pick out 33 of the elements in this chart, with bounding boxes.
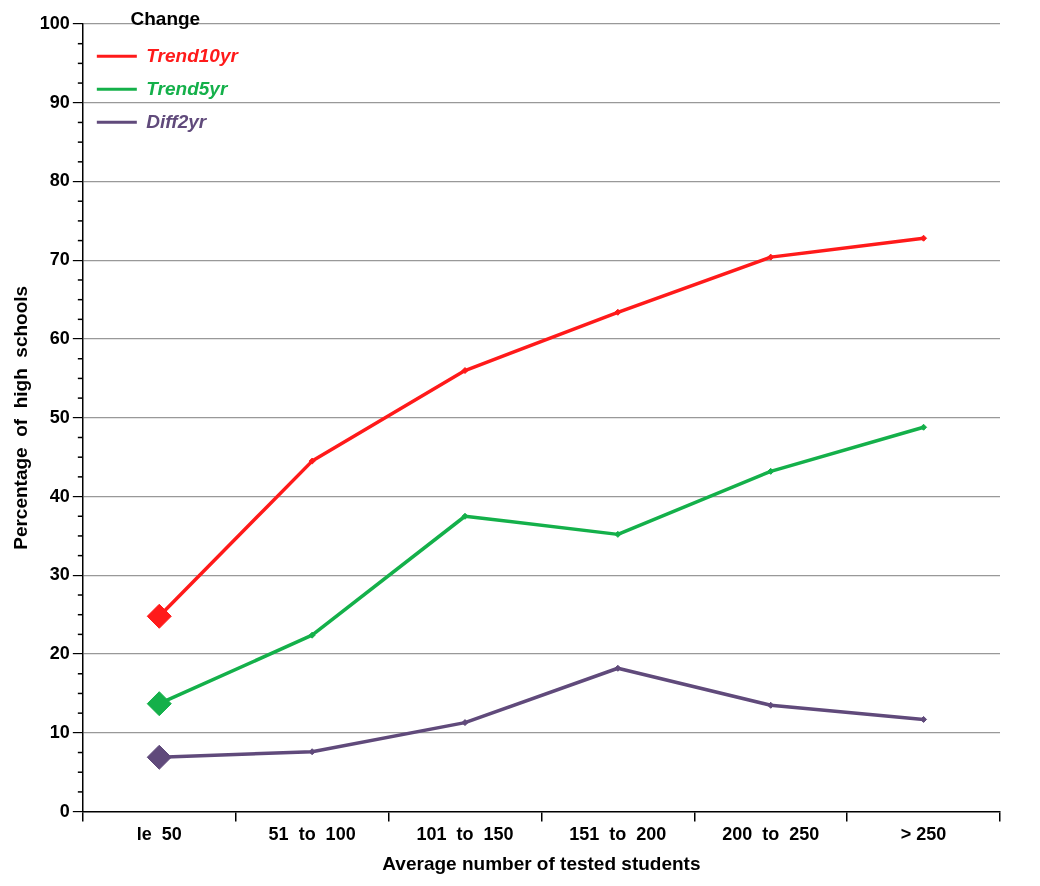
legend-label: Trend10yr — [146, 44, 240, 66]
y-tick-label: 10 — [49, 721, 70, 742]
x-tick-label: 51 to 100 — [268, 824, 356, 845]
point — [308, 631, 316, 639]
y-tick-label: 70 — [49, 249, 70, 270]
y-tick-label: 80 — [49, 170, 70, 191]
y-tick-label: 20 — [49, 643, 70, 664]
x-tick-label: > 250 — [900, 824, 947, 845]
y-tick-label: 90 — [49, 91, 70, 112]
point — [614, 308, 622, 316]
point — [767, 467, 775, 475]
legend-label: Diff2yr — [146, 110, 208, 132]
point — [308, 457, 316, 465]
legend-title: Change — [130, 7, 201, 29]
y-axis-title: Percentage of high schools — [9, 285, 31, 550]
y-tick-label: 40 — [49, 485, 70, 506]
y-tick-label: 30 — [49, 564, 70, 585]
point — [614, 530, 622, 538]
y-tick-label: 60 — [49, 328, 70, 349]
point — [920, 423, 928, 431]
point — [461, 367, 469, 375]
point — [614, 664, 622, 672]
point — [461, 719, 469, 727]
x-tick-label: 101 to 150 — [416, 824, 514, 845]
x-tick-label: le 50 — [136, 824, 182, 845]
legend-label: Trend5yr — [146, 77, 229, 99]
y-tick-label: 0 — [59, 800, 70, 821]
point — [920, 234, 928, 242]
y-tick-label: 100 — [39, 12, 70, 33]
y-tick-label: 50 — [49, 406, 70, 427]
x-axis-title: Average number of tested students — [382, 852, 701, 874]
x-tick-label: 200 to 250 — [722, 824, 820, 845]
x-tick-label: 151 to 200 — [569, 824, 667, 845]
